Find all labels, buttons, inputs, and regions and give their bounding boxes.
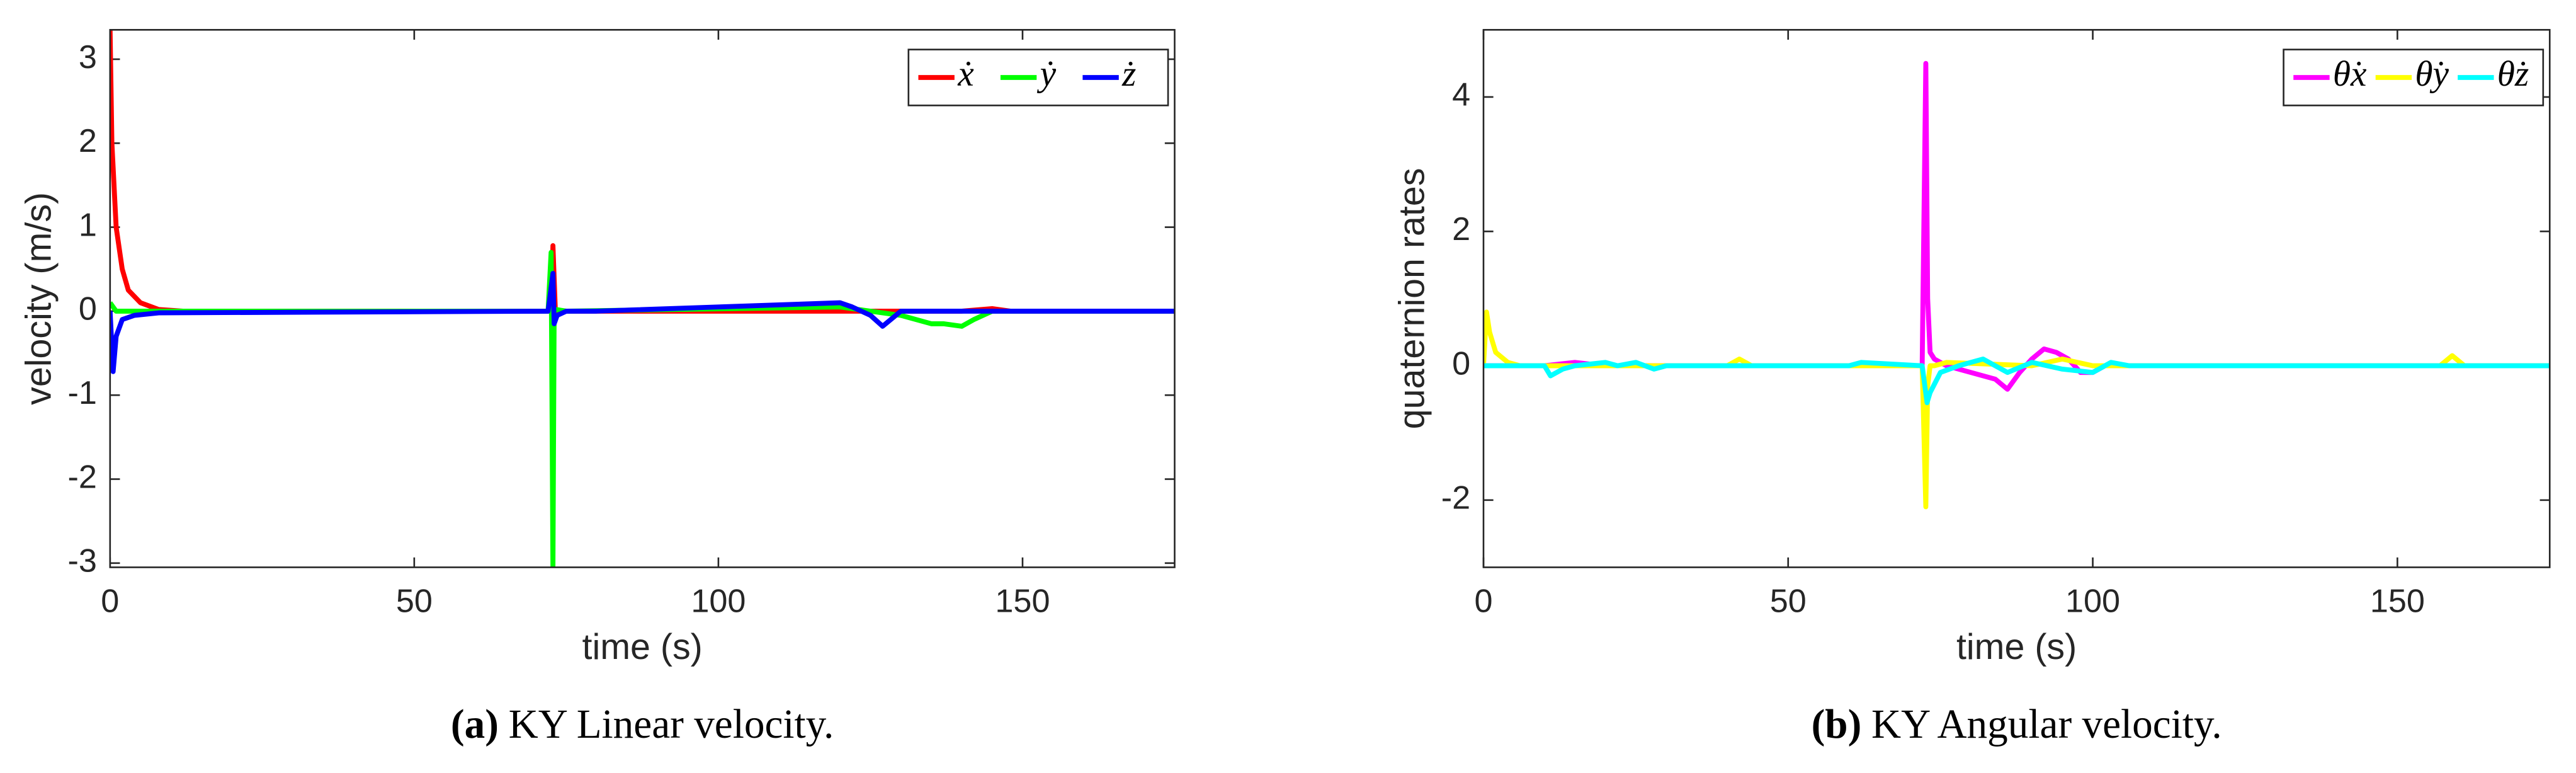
plot-area [110,30,1175,568]
y-axis-label: velocity (m/s) [18,192,59,405]
x-tick-label: 50 [1770,583,1807,620]
y-tick-label: 0 [1452,345,1470,382]
y-tick-label: 0 [79,291,97,328]
caption: (a) KY Linear velocity. [451,702,834,747]
caption: (b) KY Angular velocity. [1812,702,2222,747]
caption-label: (b) [1812,702,1862,747]
series-line [1483,356,2550,406]
y-tick-label: -1 [68,375,97,411]
caption-text: KY Linear velocity. [509,702,834,747]
series-line [110,271,1175,374]
x-tick-label: 0 [101,583,119,620]
plot: 0 50 100 150 -3 -2 -1 0 1 2 3 ẋ ẏ ż time (s) velocity (… [18,29,1176,747]
x-tick-label: 0 [1474,583,1492,620]
y-tick-label: -3 [68,543,97,580]
caption-text: KY Angular velocity. [1871,702,2222,747]
x-tick-label: 50 [396,583,433,620]
series-line [110,249,1175,568]
y-tick-label: 4 [1452,77,1470,113]
x-axis-label: time (s) [582,627,703,667]
x-axis-label: time (s) [1956,627,2077,667]
y-axis-label: quaternion rates [1392,168,1433,430]
x-tick-label: 150 [2370,583,2425,620]
y-tick-label: 3 [79,39,97,76]
plot: 0 50 100 150 -2 0 2 4 θ̇x θ̇y θ̇z time (s) quaternio… [1392,29,2551,747]
legend-label: ż [1121,54,1136,94]
axes-frame [109,29,1176,568]
legend-label: θ̇z [2497,54,2529,94]
x-tick-label: 100 [691,583,746,620]
y-tick-label: -2 [68,459,97,495]
legend-label: θ̇x [2333,54,2367,94]
axes-frame [1482,29,2551,568]
plot-area [1483,30,2550,568]
legend-label: ẋ [957,54,974,94]
y-tick-label: -2 [1441,480,1470,517]
legend-label: ẏ [1037,54,1057,94]
y-tick-label: 2 [79,123,97,159]
x-tick-label: 150 [995,583,1050,620]
caption-label: (a) [451,702,499,747]
y-tick-label: 1 [79,207,97,243]
legend-label: θ̇y [2415,54,2449,94]
x-tick-label: 100 [2065,583,2120,620]
y-tick-label: 2 [1452,211,1470,248]
